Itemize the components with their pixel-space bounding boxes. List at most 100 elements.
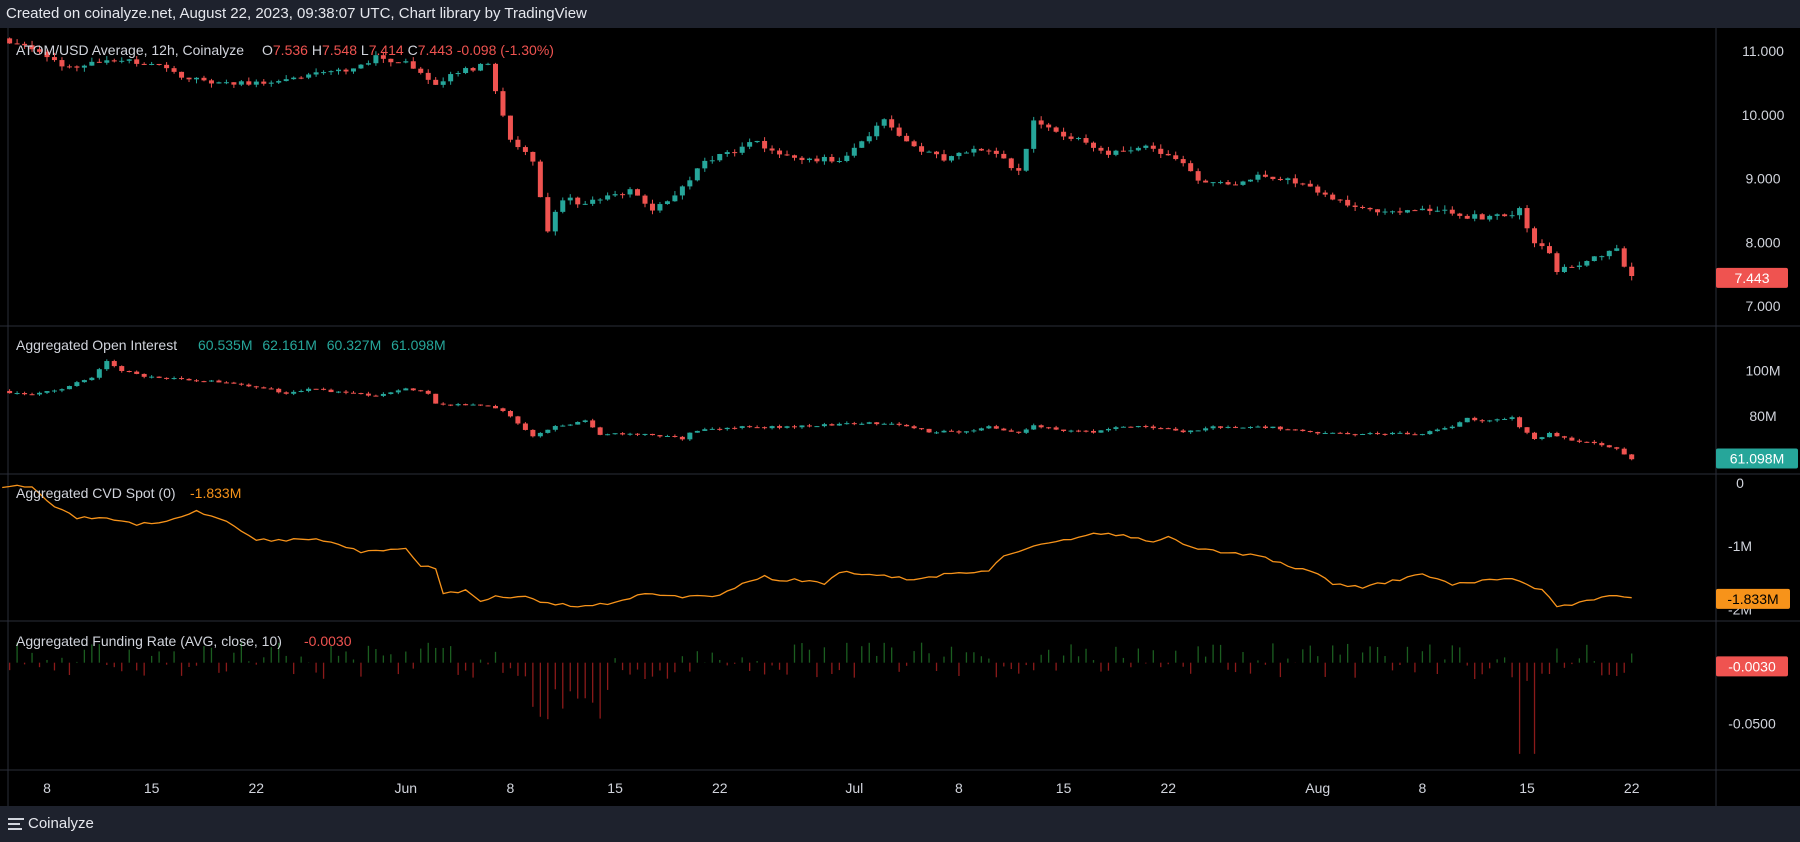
candle[interactable] <box>1195 430 1201 432</box>
candle[interactable] <box>1367 431 1373 435</box>
candle[interactable] <box>971 145 977 157</box>
candle[interactable] <box>1038 116 1044 129</box>
candle[interactable] <box>1061 429 1067 433</box>
candle[interactable] <box>1337 199 1343 203</box>
candle[interactable] <box>747 425 753 428</box>
candle[interactable] <box>986 148 992 155</box>
candle[interactable] <box>485 62 491 66</box>
candle[interactable] <box>612 190 618 197</box>
candle[interactable] <box>1464 417 1470 423</box>
candle[interactable] <box>478 63 484 72</box>
candle[interactable] <box>7 37 13 44</box>
candle[interactable] <box>134 370 140 375</box>
candle[interactable] <box>22 391 28 396</box>
candle[interactable] <box>605 192 611 201</box>
candle[interactable] <box>1076 429 1082 433</box>
candle[interactable] <box>664 434 670 437</box>
candle[interactable] <box>777 148 783 159</box>
candle[interactable] <box>433 393 439 404</box>
candle[interactable] <box>1352 433 1358 437</box>
candle[interactable] <box>96 58 102 63</box>
candle[interactable] <box>1150 424 1156 430</box>
candle[interactable] <box>851 421 857 426</box>
candle[interactable] <box>365 60 371 66</box>
candle[interactable] <box>687 176 693 190</box>
candle[interactable] <box>732 426 738 430</box>
candle[interactable] <box>1076 136 1082 141</box>
candle[interactable] <box>194 379 199 382</box>
candle[interactable] <box>1053 126 1059 133</box>
candle[interactable] <box>470 67 476 73</box>
candle[interactable] <box>493 62 498 95</box>
candle[interactable] <box>1023 148 1029 172</box>
candle[interactable] <box>1606 250 1612 260</box>
candle[interactable] <box>1419 205 1425 211</box>
candle[interactable] <box>754 425 760 429</box>
candle[interactable] <box>119 365 125 373</box>
candle[interactable] <box>1629 453 1635 461</box>
candle[interactable] <box>507 410 513 418</box>
candle[interactable] <box>373 51 379 66</box>
candle[interactable] <box>552 209 558 236</box>
candle[interactable] <box>1098 430 1104 433</box>
candle[interactable] <box>298 389 304 393</box>
candle[interactable] <box>889 421 895 425</box>
candle[interactable] <box>1599 255 1605 261</box>
candle[interactable] <box>29 392 35 396</box>
candle[interactable] <box>963 151 969 154</box>
candle[interactable] <box>948 429 954 432</box>
candle[interactable] <box>1591 440 1597 445</box>
candle[interactable] <box>179 71 185 80</box>
candle[interactable] <box>365 391 371 397</box>
candle[interactable] <box>1375 209 1381 216</box>
candle[interactable] <box>1352 202 1358 212</box>
candle[interactable] <box>806 423 812 428</box>
candle[interactable] <box>1629 262 1635 281</box>
candle[interactable] <box>104 56 110 65</box>
candle[interactable] <box>22 41 28 49</box>
candle[interactable] <box>1404 209 1410 214</box>
candle[interactable] <box>926 428 932 433</box>
candle[interactable] <box>507 115 513 143</box>
candle[interactable] <box>1255 171 1261 183</box>
candle[interactable] <box>1218 426 1224 430</box>
candle[interactable] <box>126 58 132 64</box>
candle[interactable] <box>739 425 745 430</box>
candle[interactable] <box>448 71 454 85</box>
candle[interactable] <box>1113 426 1119 431</box>
candle[interactable] <box>1285 177 1291 185</box>
candle[interactable] <box>1524 427 1530 435</box>
candle[interactable] <box>59 57 65 71</box>
candle[interactable] <box>679 435 685 441</box>
candle[interactable] <box>1487 419 1493 423</box>
candle[interactable] <box>769 425 775 430</box>
candle[interactable] <box>246 383 252 388</box>
candle[interactable] <box>732 149 738 157</box>
candle[interactable] <box>1569 436 1575 441</box>
candle[interactable] <box>1031 116 1037 153</box>
candle[interactable] <box>537 159 543 198</box>
candle[interactable] <box>642 194 648 208</box>
candle[interactable] <box>642 433 648 437</box>
candle[interactable] <box>455 402 461 407</box>
candle[interactable] <box>164 377 170 380</box>
candle[interactable] <box>1120 146 1126 152</box>
candle[interactable] <box>1330 432 1336 434</box>
candle[interactable] <box>313 68 319 77</box>
candle[interactable] <box>1442 205 1448 215</box>
candle[interactable] <box>1457 421 1463 427</box>
candle[interactable] <box>799 425 805 429</box>
candle[interactable] <box>612 433 618 435</box>
candle[interactable] <box>657 434 663 438</box>
candle[interactable] <box>1270 176 1276 181</box>
candle[interactable] <box>350 391 356 394</box>
candle[interactable] <box>29 40 35 52</box>
candle[interactable] <box>171 376 177 380</box>
candle[interactable] <box>1277 176 1283 181</box>
candle[interactable] <box>1382 208 1388 215</box>
candle[interactable] <box>590 196 596 206</box>
candle[interactable] <box>1068 429 1074 433</box>
candle[interactable] <box>1300 429 1306 432</box>
candle[interactable] <box>283 391 289 395</box>
candle[interactable] <box>134 56 140 67</box>
